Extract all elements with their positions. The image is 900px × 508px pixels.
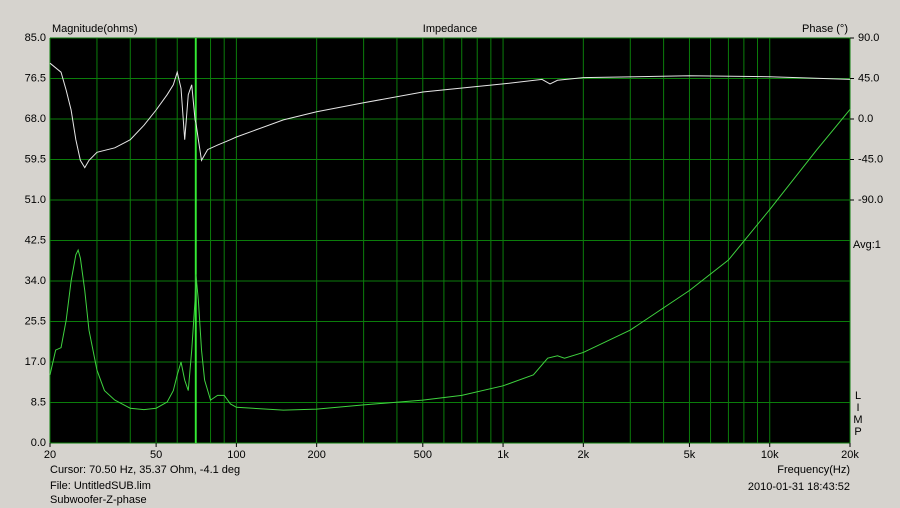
averaging-label: Avg:1 — [853, 239, 881, 251]
x-axis-label: Frequency(Hz) — [777, 464, 850, 476]
y-tick-label: 17.0 — [25, 356, 46, 368]
file-name: File: UntitledSUB.lim — [50, 480, 151, 492]
y-axis-label: Magnitude(ohms) — [52, 23, 138, 35]
x-tick-label: 200 — [307, 449, 325, 461]
watermark: LIMP — [852, 390, 864, 438]
y2-tick-label: -90.0 — [858, 194, 883, 206]
y-tick-label: 0.0 — [31, 437, 46, 449]
y2-tick-label: 45.0 — [858, 72, 879, 84]
x-tick-label: 1k — [497, 449, 509, 461]
y-tick-label: 59.5 — [25, 153, 46, 165]
y-tick-label: 25.5 — [25, 315, 46, 327]
y2-tick-label: 0.0 — [858, 113, 873, 125]
series-line — [49, 109, 851, 411]
chart-title: Impedance — [423, 23, 477, 35]
y2-axis-label: Phase (°) — [802, 23, 848, 35]
y2-tick-label: 90.0 — [858, 32, 879, 44]
x-tick-label: 100 — [227, 449, 245, 461]
y-tick-label: 8.5 — [31, 396, 46, 408]
measurement-name: Subwoofer-Z-phase — [50, 494, 147, 506]
x-tick-label: 10k — [761, 449, 779, 461]
x-tick-label: 20k — [841, 449, 859, 461]
x-tick-label: 2k — [578, 449, 590, 461]
x-tick-label: 20 — [44, 449, 56, 461]
x-tick-label: 500 — [414, 449, 432, 461]
x-tick-label: 50 — [150, 449, 162, 461]
series-line — [49, 62, 851, 169]
y-tick-label: 76.5 — [25, 72, 46, 84]
y-tick-label: 34.0 — [25, 275, 46, 287]
y-tick-label: 51.0 — [25, 194, 46, 206]
y-tick-label: 42.5 — [25, 234, 46, 246]
y-tick-label: 85.0 — [25, 32, 46, 44]
timestamp: 2010-01-31 18:43:52 — [748, 481, 850, 493]
y-tick-label: 68.0 — [25, 113, 46, 125]
x-tick-label: 5k — [684, 449, 696, 461]
y2-tick-label: -45.0 — [858, 153, 883, 165]
cursor-readout: Cursor: 70.50 Hz, 35.37 Ohm, -4.1 deg — [50, 464, 240, 476]
